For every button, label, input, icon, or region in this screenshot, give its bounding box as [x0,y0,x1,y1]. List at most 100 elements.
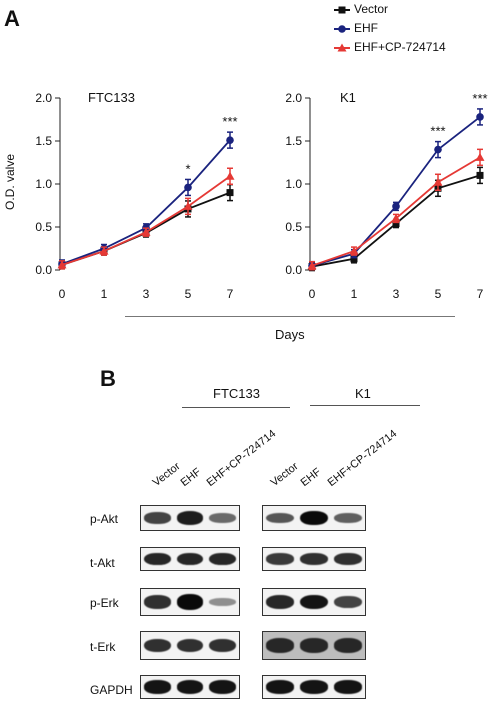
y-tick-label: 1.5 [35,134,52,148]
significance-annotation: *** [430,124,445,139]
data-point [476,113,484,121]
blot-band [176,511,204,525]
blot-band [300,594,328,610]
data-point [99,246,109,255]
lane-label-k1-ehf-cp: EHF+CP-724714 [325,427,400,489]
data-point [226,136,234,144]
legend-markers [334,6,350,52]
chart-title-k1: K1 [340,90,356,105]
blot-band [300,510,328,526]
blot-box-t-akt-0 [140,547,240,571]
row-label-p-akt: p-Akt [90,512,119,526]
data-point [141,227,151,236]
blot-band [209,513,236,523]
blot-band [300,552,328,565]
data-point [184,183,192,192]
blot-band [144,512,171,524]
chart-title-ftc133: FTC133 [88,90,135,105]
blot-box-t-erk-1 [262,631,366,660]
blot-box-p-akt-1 [262,505,366,531]
chart-ftc133: FTC133 O.D. valve 0.0 0.5 1.0 1.5 2.0 0 1 3 5 7 * *… [0,80,250,315]
x-tick-label: 5 [435,287,442,301]
legend-label-ehf: EHF [354,21,378,35]
legend: Vector EHF EHF+CP-724714 [330,2,500,64]
x-tick-label: 1 [101,287,108,301]
group-label-k1: K1 [355,386,371,401]
group-line-ftc133 [182,407,290,408]
blot-band [334,552,362,565]
x-tick-label: 3 [393,287,400,301]
x-tick-label: 7 [477,287,484,301]
data-point [434,145,442,154]
data-point [350,255,358,263]
blot-band [334,595,362,609]
data-point [475,152,485,161]
significance-annotation: *** [222,114,237,129]
blot-box-p-akt-0 [140,505,240,531]
blot-band [176,638,204,653]
y-tick-label: 1.0 [35,177,52,191]
blot-box-t-akt-1 [262,547,366,571]
row-label-gapdh: GAPDH [90,683,133,697]
y-tick-label: 2.0 [35,91,52,105]
chart-k1: K1 0.0 0.5 1.0 1.5 2.0 0 1 3 5 7 *** *** [250,80,500,315]
lane-label-ftc-ehf-cp: EHF+CP-724714 [204,427,279,489]
blot-band [266,680,294,694]
x-tick-label: 1 [351,287,358,301]
data-point [476,171,484,179]
days-bracket-line [125,316,455,317]
y-tick-label: 1.0 [285,177,302,191]
y-tick-label: 1.5 [285,134,302,148]
x-tick-label: 3 [143,287,150,301]
lane-label-k1-vector: Vector [268,460,301,489]
blot-band [144,595,171,609]
series-line-1 [311,116,481,267]
data-point [183,201,193,210]
blot-band [300,680,328,694]
blot-band [266,553,294,565]
y-tick-label: 0.5 [285,220,302,234]
data-point [349,246,359,255]
blot-band [176,552,204,566]
data-point [226,189,234,197]
x-tick-label: 0 [59,287,66,301]
blot-band [209,597,236,607]
blot-band [144,680,171,694]
row-label-p-erk: p-Erk [90,596,119,610]
x-tick-label: 5 [185,287,192,301]
x-tick-label: 7 [227,287,234,301]
series-line-2 [311,156,481,267]
blot-band [209,552,236,566]
blot-band [176,594,204,610]
blot-band [209,680,236,694]
blot-band [144,552,171,566]
blot-box-t-erk-0 [140,631,240,660]
blot-box-p-erk-0 [140,588,240,616]
y-tick-label: 2.0 [285,91,302,105]
blot-band [334,638,362,653]
data-point [392,220,400,228]
data-point [307,261,317,270]
y-tick-label: 0.0 [35,263,52,277]
blot-box-gapdh-1 [262,675,366,699]
legend-marker-0 [338,6,346,14]
lane-label-k1-ehf: EHF [298,465,324,489]
blot-band [266,638,294,653]
y-tick-label: 0.0 [285,263,302,277]
panel-a-label: A [4,6,20,31]
row-label-t-erk: t-Erk [90,640,116,654]
significance-annotation: *** [472,91,487,106]
blot-band [266,595,294,609]
legend-marker-1 [338,25,346,33]
legend-label-ehf-cp: EHF+CP-724714 [354,40,446,54]
blot-band [144,638,171,653]
data-point [392,202,400,211]
significance-annotation: * [185,161,190,176]
blot-box-p-erk-1 [262,588,366,616]
panel-b-label: B [100,366,116,391]
y-tick-label: 0.5 [35,220,52,234]
chart-k1-plot: 0.0 0.5 1.0 1.5 2.0 0 1 3 5 7 *** *** [285,91,487,301]
legend-label-vector: Vector [354,2,389,16]
chart-ftc133-plot: 0.00.51.01.52.00 1 3 5 7**** [35,91,237,301]
blot-band [176,680,204,694]
